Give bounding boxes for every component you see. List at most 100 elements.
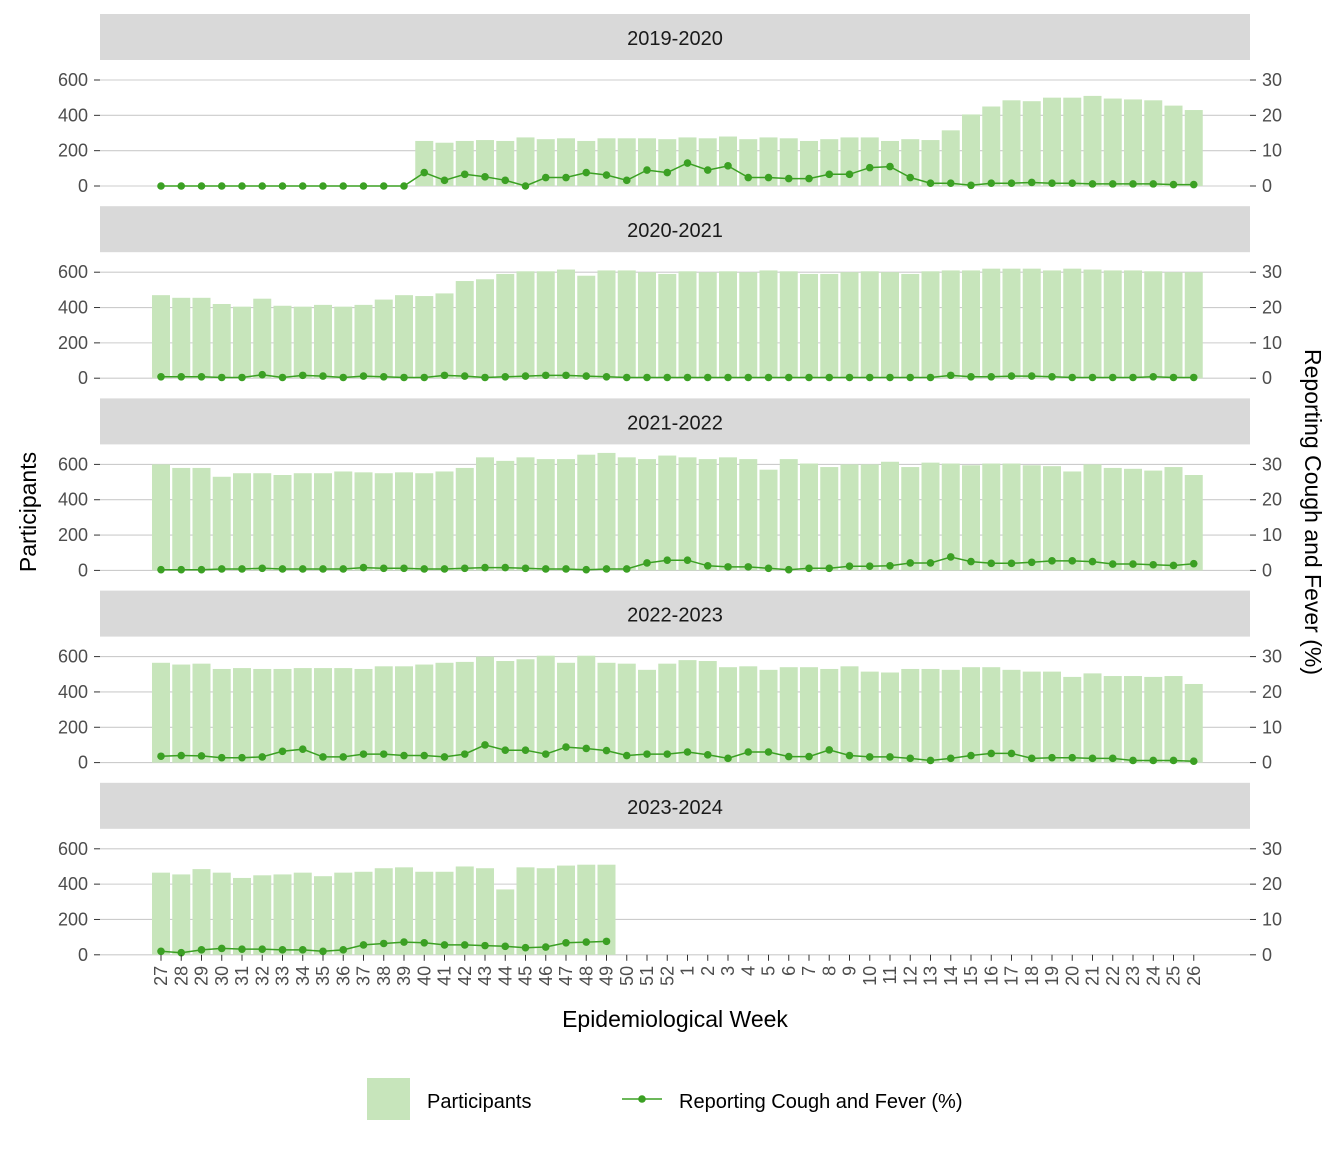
participants-bar [152,464,170,571]
participants-bar [860,464,879,571]
participants-bar [982,463,1001,571]
cough-fever-point [339,565,348,573]
strip-background [100,14,1250,60]
cough-fever-point [157,947,165,956]
participants-bar [253,668,272,763]
x-tick-label: 13 [921,966,941,986]
participants-bar [496,140,515,186]
left-tick-label: 600 [58,647,88,667]
cough-fever-point [1129,560,1137,568]
cough-fever-point [379,182,388,190]
participants-bar [1022,268,1041,379]
participants-bar [820,139,839,186]
cough-fever-point [420,373,429,382]
participants-bar [1002,268,1021,379]
participants-bar [435,662,454,763]
cough-fever-point [926,373,935,382]
cough-fever-point [825,564,834,573]
participants-bar [719,136,737,186]
cough-fever-point [359,563,368,572]
participants-bar [638,272,656,379]
x-tick-label: 31 [232,966,252,986]
cough-fever-point [622,176,631,185]
cough-fever-point [582,938,591,946]
x-tick-label: 34 [293,966,313,986]
cough-fever-point [764,373,773,382]
cough-fever-line [161,162,1194,187]
cough-fever-point [643,750,651,758]
participants-bar [435,142,454,186]
x-tick-label: 1 [678,966,698,976]
right-tick-label: 10 [1262,717,1282,737]
right-tick-label: 10 [1262,141,1282,161]
participants-bar [678,271,697,379]
participants-bar [536,271,555,379]
cough-fever-point [298,565,307,573]
participants-bar [516,137,535,186]
participants-bar [597,452,616,571]
participants-bar [678,457,697,571]
x-tick-label: 51 [637,966,657,986]
cough-fever-point [1189,180,1198,189]
right-tick-label: 20 [1262,105,1282,125]
participants-bar [1144,100,1163,186]
cough-fever-point [400,564,408,573]
cough-fever-point [359,182,368,190]
cough-fever-point [805,564,813,573]
participants-bar [1063,97,1082,186]
participants-bar [374,666,393,763]
cough-fever-point [987,179,996,187]
x-tick-label: 39 [394,966,414,986]
cough-fever-point [562,565,570,573]
cough-fever-point [562,938,570,947]
cough-fever-point [622,373,631,382]
cough-fever-point [663,556,672,564]
participants-bar [1124,676,1142,763]
participants-bar [557,865,575,955]
participants-bar [962,667,980,763]
participants-bar [435,471,454,571]
participants-bar [172,664,191,763]
participants-bar [820,668,839,763]
participants-bar [1002,669,1021,763]
cough-fever-point [825,746,834,754]
cough-fever-point [1027,754,1036,763]
participants-bar [759,137,778,186]
cough-fever-point [440,753,449,761]
participants-bar [212,668,231,763]
cough-fever-point [845,170,854,179]
cough-fever-point [278,182,287,190]
x-tick-label: 50 [617,966,637,986]
cough-fever-point [521,182,530,190]
cough-fever-point [987,559,996,568]
participants-bar [455,661,474,763]
cough-fever-point [764,748,773,756]
cough-fever-point [967,557,975,566]
participants-bar [1022,671,1041,763]
cough-fever-point [967,181,975,190]
participants-bar [212,872,231,955]
cough-fever-point [1189,559,1198,568]
x-tick-label: 21 [1083,966,1103,986]
x-tick-label: 23 [1123,966,1143,986]
participants-bar [496,889,515,955]
participants-bar [577,864,596,955]
panel-2022-2023: 2022-2023 0 200 400 600 0 10 20 30 [58,590,1282,773]
cough-fever-point [643,166,651,174]
participants-bar [415,473,434,571]
right-tick-label: 0 [1262,176,1272,196]
participants-bar [901,467,920,571]
participants-bar [577,655,596,763]
cough-fever-point [886,162,894,171]
x-axis: 27 28 29 30 31 32 33 34 35 36 37 38 39 40 41 42 43 44 45 46… [151,954,1204,986]
cough-fever-point [400,373,408,382]
participants-bar [435,293,454,379]
participants-bar [314,304,332,379]
participants-bar [1043,671,1061,763]
cough-fever-point [1149,372,1158,381]
cough-fever-point [1048,753,1056,762]
cough-fever-point [379,939,388,948]
cough-fever-point [744,563,753,571]
x-tick-label: 35 [313,966,333,986]
participants-bar [374,473,393,571]
